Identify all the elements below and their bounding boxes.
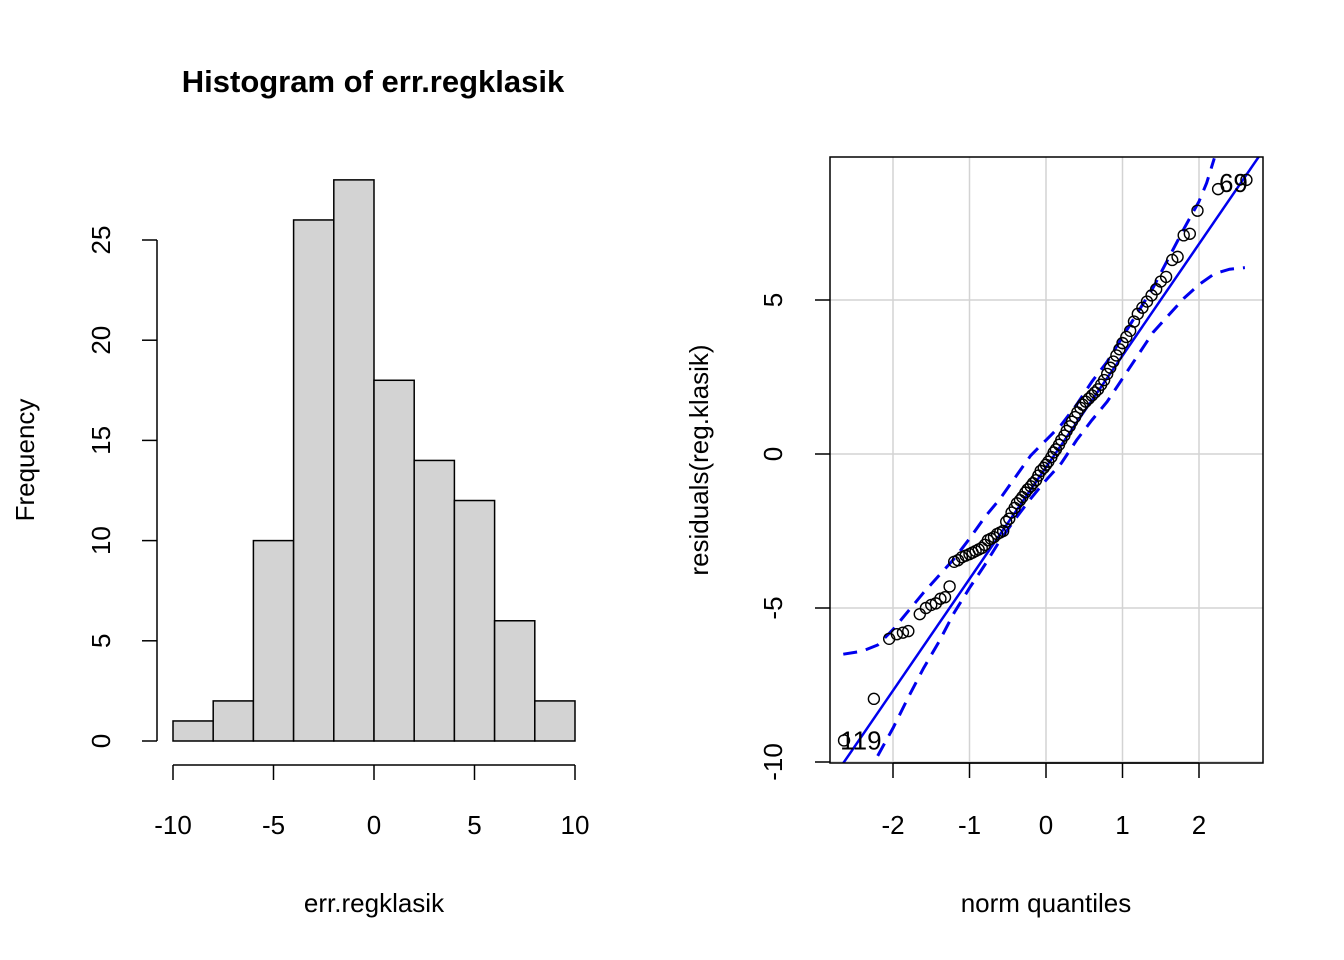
qq-x-tick-label: 0 [1039,810,1053,840]
qq-point [1140,295,1154,308]
qq-point [1097,373,1111,387]
qq-point [929,597,943,610]
qq-plot-frame [829,156,1264,764]
histogram-y-tick-label: 20 [86,326,116,355]
qq-point [1116,336,1129,350]
qq-point [837,734,851,747]
histogram-bar [373,379,415,742]
qq-annotation-label: 119 [840,725,881,755]
qq-x-axis-label: norm quantiles [961,888,1132,918]
qq-y-axis-label: residuals(reg.klasik) [684,344,714,575]
histogram-x-tick-label: 0 [367,810,381,840]
histogram-bar [172,720,214,742]
histogram-x-tick-label: -5 [262,810,285,840]
histogram-bar [493,620,536,742]
qq-point [975,541,988,555]
qq-point [1110,349,1123,362]
qq-annotations: 69 119 [840,168,1248,755]
qq-confidence-envelope-lower [876,266,1246,757]
qq-point [943,580,956,593]
qq-point [1191,204,1204,217]
qq-point [1037,461,1050,475]
qq-point [890,627,904,641]
qq-x-tick-label: -2 [881,810,904,840]
qq-point [938,591,952,604]
qq-y-tick-label: 0 [758,447,788,461]
qq-point [1177,229,1190,242]
qq-point [1240,173,1253,187]
histogram-bar [534,700,576,742]
qq-point [902,624,915,638]
histogram-y-tick-label: 10 [86,526,116,555]
histogram-bar [413,459,456,742]
qq-point [1088,386,1102,399]
qq-point [1003,512,1016,525]
qq-point [1159,270,1173,284]
histogram-y-tick-label: 15 [86,426,116,455]
qq-point [1211,182,1225,196]
qq-plot-panel: norm quantiles residuals(reg.klasik) -2 -… [684,156,1264,918]
histogram-bars [172,179,576,742]
qq-point [1000,515,1013,528]
histogram-title: Histogram of err.regklasik [182,64,565,99]
qq-point [1120,330,1133,344]
histogram-bar [453,499,496,742]
qq-point [1100,367,1114,381]
histogram-panel: Histogram of err.regklasik err.regklasik… [10,64,589,918]
histogram-y-tick-label: 25 [86,226,116,255]
qq-confidence-envelope-upper [843,157,1216,656]
qq-points [837,173,1253,747]
histogram-y-axis-label: Frequency [10,399,40,522]
qq-y-tick-label: 5 [758,293,788,307]
histogram-bar [292,219,335,742]
qq-point [1076,398,1089,411]
qq-point [1104,361,1117,374]
qq-point [913,607,926,621]
histogram-y-tick-label: 0 [86,734,116,748]
histogram-x-tick-label: 5 [467,810,481,840]
qq-point [1171,250,1184,264]
qq-point [896,626,910,639]
histogram-x-tick-label: -10 [154,810,192,840]
qq-x-tick-label: 1 [1115,810,1129,840]
qq-x-tick-label: -1 [958,810,981,840]
qq-point [1183,227,1197,240]
qq-x-tick-label: 2 [1192,810,1206,840]
qq-point [1136,301,1149,314]
qq-point [1113,343,1126,356]
qq-point [1107,355,1120,368]
qq-y-tick-label: -5 [758,596,788,619]
histogram-y-tick-label: 5 [86,634,116,648]
qq-y-tick-label: -10 [758,743,788,781]
qq-point [1131,307,1145,321]
histogram-x-axis-label: err.regklasik [304,888,445,918]
qq-point [1145,289,1158,302]
histogram-bar [252,539,295,742]
histogram-axes: -10 -5 0 5 10 0 5 10 15 20 25 [86,226,589,840]
qq-point [1127,315,1141,328]
histogram-bar [333,179,375,742]
qq-annotation-label: 69 [1219,168,1248,198]
qq-point [867,692,881,706]
histogram-bar [212,700,255,742]
histogram-x-tick-label: 10 [561,810,590,840]
